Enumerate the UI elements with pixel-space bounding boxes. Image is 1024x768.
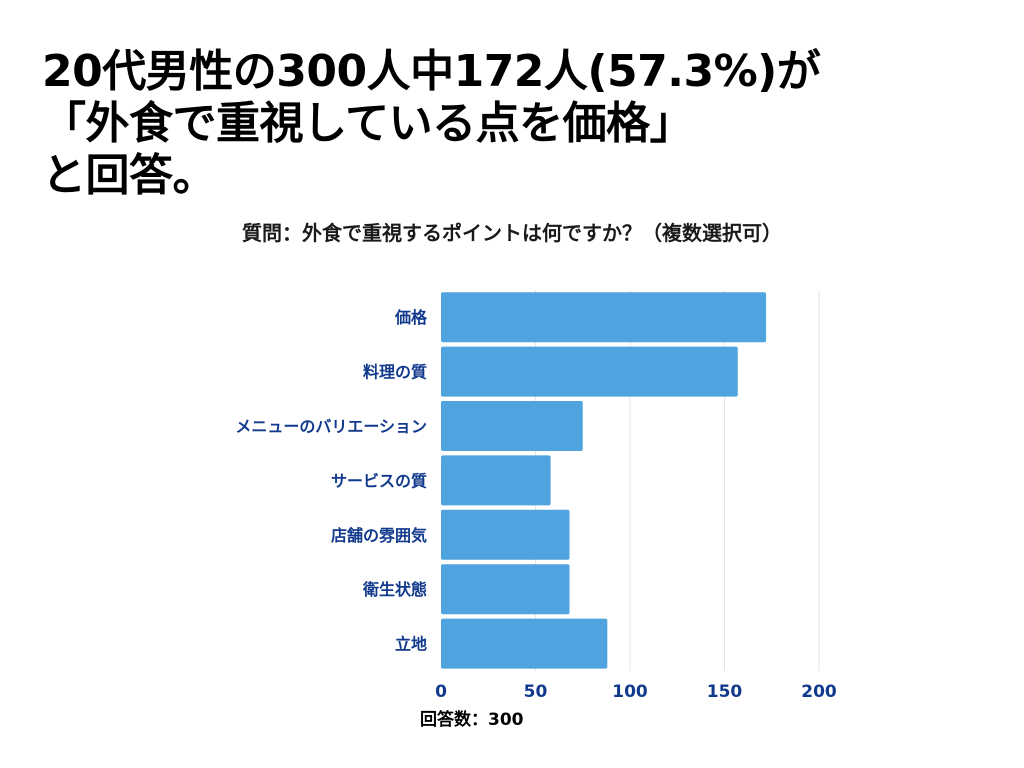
bar-2 bbox=[441, 346, 738, 397]
bar-5 bbox=[441, 509, 570, 560]
category-label-7: 立地 bbox=[395, 635, 427, 654]
headline-line-3: と回答。 bbox=[42, 150, 217, 201]
bar-4 bbox=[441, 455, 551, 506]
bar-7 bbox=[441, 618, 608, 669]
category-label-5: 店舗の雰囲気 bbox=[331, 526, 427, 545]
category-label-1: 価格 bbox=[394, 308, 428, 327]
category-label-2: 料理の質 bbox=[363, 363, 427, 382]
category-label-6: 衛生状態 bbox=[362, 580, 427, 599]
x-tick-label-150: 150 bbox=[707, 682, 743, 702]
x-tick-label-50: 50 bbox=[524, 682, 548, 702]
category-label-3: メニューのバリエーション bbox=[235, 417, 427, 436]
headline-line-2: 「外食で重視している点を価格」 bbox=[42, 98, 694, 149]
x-tick-label-100: 100 bbox=[612, 682, 648, 702]
headline-line-1: 20代男性の300人中172人(57.3%)が bbox=[42, 46, 821, 97]
bar-6 bbox=[441, 564, 570, 615]
response-count: 回答数：300 bbox=[420, 710, 524, 730]
x-tick-label-200: 200 bbox=[801, 682, 837, 702]
headline: 20代男性の300人中172人(57.3%)が 「外食で重視している点を価格」 … bbox=[42, 46, 1002, 202]
category-label-4: サービスの質 bbox=[331, 471, 427, 490]
chart-question: 質問：外食で重視するポイントは何ですか？（複数選択可） bbox=[242, 221, 782, 245]
bar-1 bbox=[441, 292, 767, 343]
x-tick-label-0: 0 bbox=[435, 682, 447, 702]
bar-3 bbox=[441, 401, 583, 451]
